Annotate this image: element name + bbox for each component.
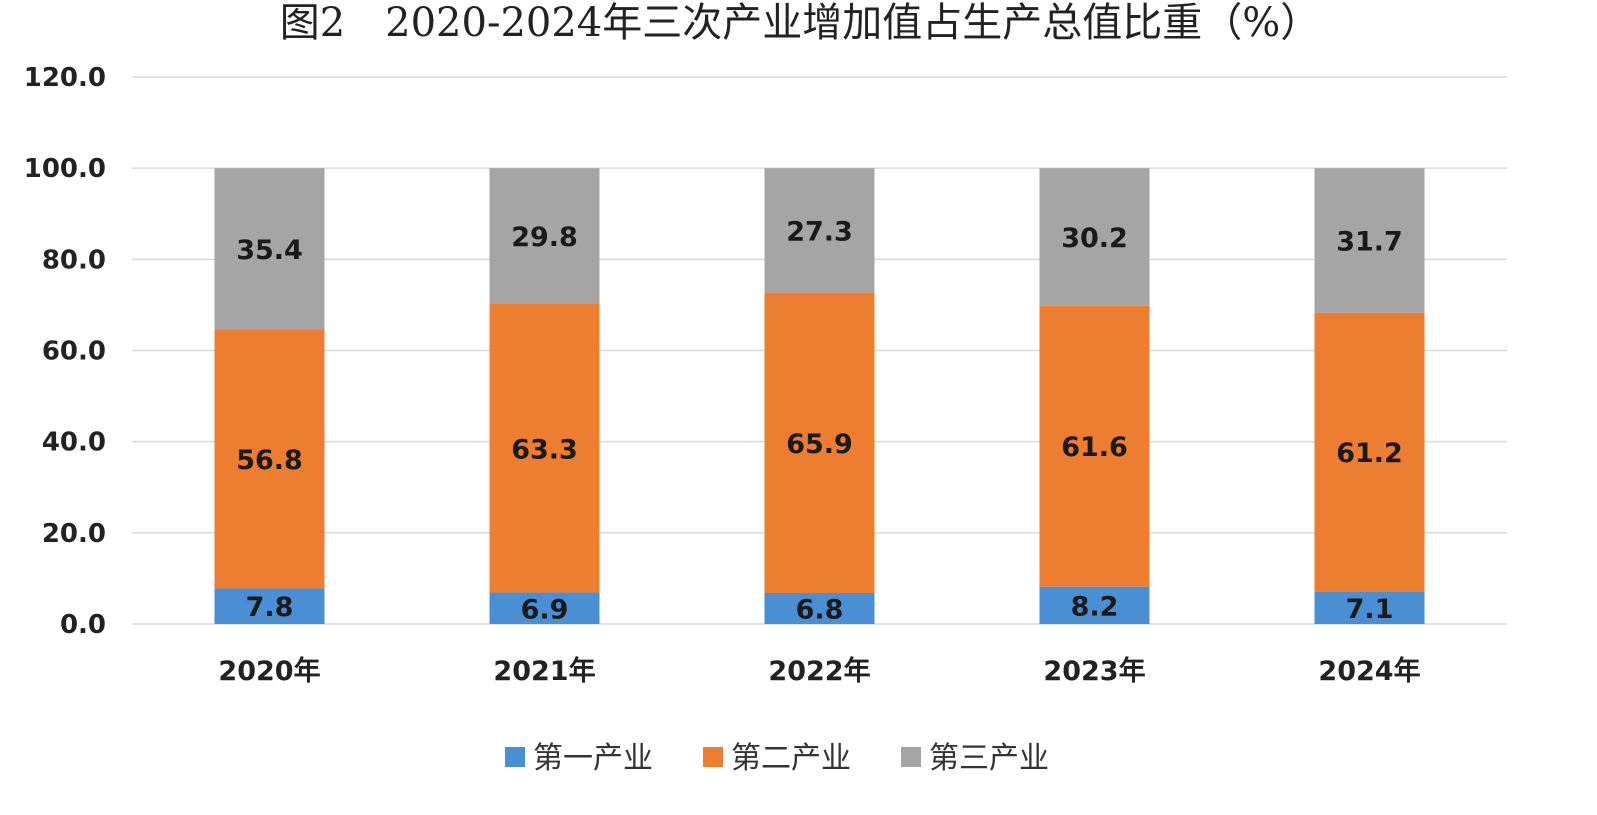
bar-segment (1314, 591, 1425, 624)
data-label: 61.2 (1336, 438, 1403, 469)
x-tick-label: 2023年 (1043, 655, 1145, 687)
data-label: 6.8 (796, 595, 844, 626)
data-label: 56.8 (236, 445, 303, 476)
bars: 7.8 56.8 35.4 6.9 63.3 29.8 6.8 65.9 27.3 8.2 61.6… (214, 168, 1425, 626)
y-tick-label: 120.0 (24, 63, 106, 93)
x-tick-label: 2020年 (218, 655, 320, 687)
y-tick-label: 60.0 (42, 337, 106, 367)
data-label: 7.1 (1346, 594, 1394, 625)
y-tick-label: 40.0 (42, 428, 106, 458)
bar-segment (489, 168, 600, 305)
data-label: 7.8 (246, 592, 294, 623)
data-label: 65.9 (786, 429, 853, 460)
legend-swatch (505, 747, 525, 767)
bar-segment (489, 304, 600, 593)
data-label: 63.3 (511, 434, 578, 465)
x-tick-label: 2021年 (493, 655, 595, 687)
data-label: 6.9 (521, 594, 569, 625)
data-label: 31.7 (1336, 226, 1403, 257)
bar-segment (214, 168, 325, 330)
data-label: 27.3 (786, 216, 853, 247)
x-tick-label: 2022年 (768, 655, 870, 687)
bar-segment (1039, 586, 1150, 624)
y-tick-label: 100.0 (24, 154, 106, 184)
y-tick-label: 80.0 (42, 245, 106, 275)
x-tick-label: 2024年 (1318, 655, 1420, 687)
legend: 第一产业 第二产业 第三产业 (505, 741, 1049, 776)
bar-segment (214, 588, 325, 624)
bar-segment (214, 329, 325, 589)
data-label: 35.4 (236, 235, 303, 266)
data-label: 30.2 (1061, 223, 1128, 254)
legend-swatch (901, 747, 921, 767)
legend-swatch (703, 747, 723, 767)
legend-label: 第三产业 (929, 741, 1049, 776)
bar-segment (1314, 168, 1425, 313)
legend-label: 第二产业 (731, 741, 851, 776)
bar-segment (1314, 312, 1425, 592)
data-label: 29.8 (511, 222, 578, 253)
bar-segment (764, 292, 875, 594)
y-axis-ticks: 0.0 20.0 40.0 60.0 80.0 100.0 120.0 (24, 63, 106, 640)
data-label: 8.2 (1071, 591, 1119, 622)
bar-segment (764, 168, 875, 293)
bar-segment (489, 592, 600, 624)
y-tick-label: 0.0 (60, 610, 106, 640)
y-tick-label: 20.0 (42, 519, 106, 549)
bar-segment (764, 593, 875, 624)
bar-segment (1039, 168, 1150, 306)
legend-label: 第一产业 (533, 741, 653, 776)
bar-segment (1039, 305, 1150, 587)
chart-title: 图2 2020-2024年三次产业增加值占生产总值比重（%） (280, 0, 1321, 46)
x-axis-ticks: 2020年 2021年 2022年 2023年 2024年 (218, 655, 1420, 687)
data-label: 61.6 (1061, 432, 1128, 463)
